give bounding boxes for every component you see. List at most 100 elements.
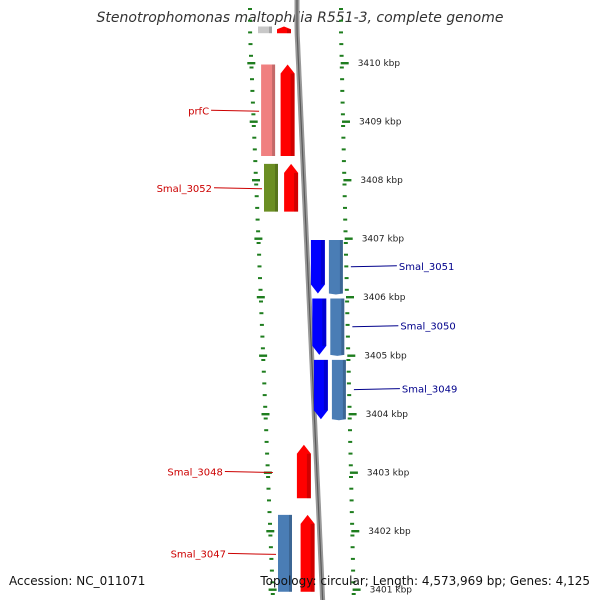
minor-tick-inner <box>248 43 253 46</box>
minor-tick-inner <box>257 253 262 256</box>
minor-tick-inner <box>270 593 275 595</box>
minor-tick-outer <box>339 8 343 10</box>
gene-arrow-shade <box>310 523 315 592</box>
forward-gene-arrow[interactable] <box>296 444 311 499</box>
minor-tick-inner <box>253 160 258 163</box>
minor-tick-inner <box>269 557 274 560</box>
minor-tick-outer <box>350 557 355 560</box>
genome-summary-text: Topology: circular; Length: 4,573,969 bp… <box>260 574 590 588</box>
minor-tick-outer <box>341 148 346 151</box>
reverse-gene-arrow[interactable] <box>310 240 325 294</box>
gene-arrow-shade <box>290 73 295 156</box>
minor-tick-inner <box>252 148 257 151</box>
minor-tick-outer <box>339 19 343 22</box>
minor-tick-outer <box>346 382 351 385</box>
major-tick-inner <box>249 120 258 123</box>
minor-tick-inner <box>266 476 271 478</box>
minor-tick-inner <box>269 569 274 572</box>
major-tick-outer <box>343 179 352 182</box>
minor-tick-inner <box>258 277 262 280</box>
minor-tick-inner <box>250 78 254 81</box>
gene-label-leader <box>211 109 260 112</box>
minor-tick-inner <box>262 394 267 397</box>
minor-tick-outer <box>343 206 347 209</box>
minor-tick-inner <box>268 546 273 549</box>
minor-tick-outer <box>340 89 345 92</box>
minor-tick-outer <box>349 476 353 478</box>
major-tick-outer <box>351 530 360 533</box>
minor-tick-inner <box>262 382 267 385</box>
gene-arrow-shade <box>320 240 325 285</box>
minor-tick-outer <box>343 242 348 244</box>
forward-gene-arrow[interactable] <box>284 163 299 212</box>
minor-tick-inner <box>270 581 275 584</box>
gene-label[interactable]: Smal_3048 <box>167 468 222 479</box>
major-tick-outer <box>347 354 356 357</box>
reverse-gene-arrow[interactable] <box>313 359 328 420</box>
gene-label-leader <box>224 471 273 473</box>
minor-tick-inner <box>261 370 266 373</box>
cog-band <box>330 298 345 356</box>
gene-label[interactable]: Smal_3047 <box>171 549 226 560</box>
minor-tick-outer <box>351 593 356 595</box>
minor-tick-inner <box>248 31 253 34</box>
major-tick-inner <box>261 413 270 416</box>
gene-label[interactable]: Smal_3049 <box>402 385 457 396</box>
gene-label[interactable]: prfC <box>188 106 209 117</box>
gene-arrow-shade <box>322 298 327 346</box>
minor-tick-inner <box>257 265 262 268</box>
minor-tick-inner <box>260 335 265 338</box>
kbp-tick-label: 3410 kbp <box>358 59 401 69</box>
gene-label[interactable]: Smal_3050 <box>400 322 455 333</box>
major-tick-outer <box>348 413 357 416</box>
major-tick-outer <box>342 120 350 123</box>
minor-tick-inner <box>248 8 252 10</box>
minor-tick-inner <box>265 452 270 455</box>
cog-band-shade <box>272 64 276 156</box>
minor-tick-outer <box>341 125 346 127</box>
kbp-tick-label: 3409 kbp <box>359 118 402 128</box>
minor-tick-outer <box>344 288 349 291</box>
major-tick-outer <box>346 296 354 299</box>
gene-label-leader <box>352 325 399 328</box>
genome-backbone-core <box>296 0 324 600</box>
minor-tick-outer <box>346 370 351 373</box>
minor-tick-outer <box>344 277 349 280</box>
minor-tick-inner <box>250 89 255 92</box>
minor-tick-outer <box>349 511 354 514</box>
gene-label[interactable]: Smal_3051 <box>399 262 454 273</box>
minor-tick-inner <box>251 125 256 127</box>
minor-tick-outer <box>342 171 347 174</box>
minor-tick-outer <box>339 66 344 69</box>
minor-tick-outer <box>349 487 354 490</box>
major-tick-inner <box>247 62 256 65</box>
reverse-gene-arrow[interactable] <box>312 298 327 355</box>
minor-tick-inner <box>254 183 259 186</box>
cog-band-shade <box>339 240 343 294</box>
kbp-tick-label: 3405 kbp <box>364 352 407 362</box>
minor-tick-outer <box>339 43 344 46</box>
major-tick-inner <box>259 354 268 357</box>
minor-tick-inner <box>252 136 257 139</box>
kbp-tick-label: 3403 kbp <box>367 469 410 479</box>
minor-tick-inner <box>267 499 271 502</box>
minor-tick-inner <box>263 405 268 408</box>
minor-tick-outer <box>343 230 348 233</box>
forward-gene-arrow[interactable] <box>300 514 315 592</box>
minor-tick-outer <box>350 522 355 525</box>
minor-tick-outer <box>339 54 344 57</box>
forward-gene-arrow[interactable] <box>277 26 291 34</box>
kbp-tick-label: 3408 kbp <box>360 176 403 186</box>
forward-gene-arrow[interactable] <box>280 64 295 157</box>
minor-tick-inner <box>267 511 272 514</box>
minor-tick-inner <box>264 429 269 432</box>
minor-tick-inner <box>268 522 272 525</box>
kbp-tick-label: 3404 kbp <box>366 410 409 420</box>
cog-band <box>328 240 343 295</box>
cog-band <box>264 163 278 212</box>
minor-tick-inner <box>253 171 258 174</box>
gene-label[interactable]: Smal_3052 <box>157 184 212 195</box>
minor-tick-inner <box>256 242 261 244</box>
minor-tick-outer <box>348 464 353 467</box>
